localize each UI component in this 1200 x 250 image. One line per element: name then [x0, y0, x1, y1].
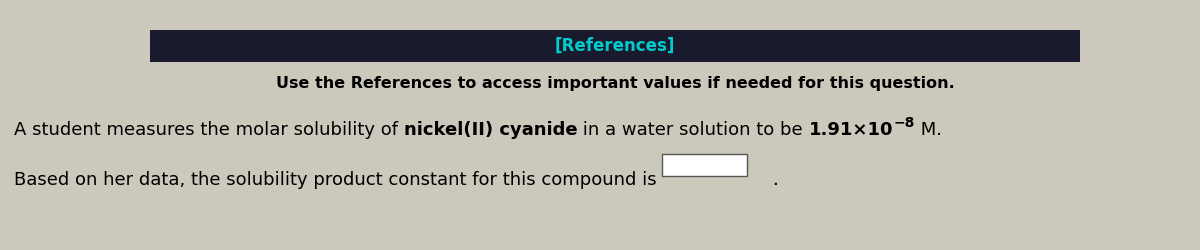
Text: .: .: [773, 171, 779, 189]
Text: A student measures the molar solubility of: A student measures the molar solubility …: [14, 121, 403, 139]
Text: Based on her data, the solubility product constant for this compound is: Based on her data, the solubility produc…: [14, 171, 656, 189]
Text: M.: M.: [914, 121, 942, 139]
FancyBboxPatch shape: [662, 154, 748, 176]
Text: in a water solution to be: in a water solution to be: [577, 121, 809, 139]
Text: Use the References to access important values if needed for this question.: Use the References to access important v…: [276, 76, 954, 92]
Text: 1.91×10: 1.91×10: [809, 121, 893, 139]
Text: [References]: [References]: [554, 37, 676, 55]
FancyBboxPatch shape: [150, 30, 1080, 62]
Text: .: .: [773, 171, 779, 189]
Text: nickel(II) cyanide: nickel(II) cyanide: [403, 121, 577, 139]
Text: −8: −8: [893, 116, 914, 130]
